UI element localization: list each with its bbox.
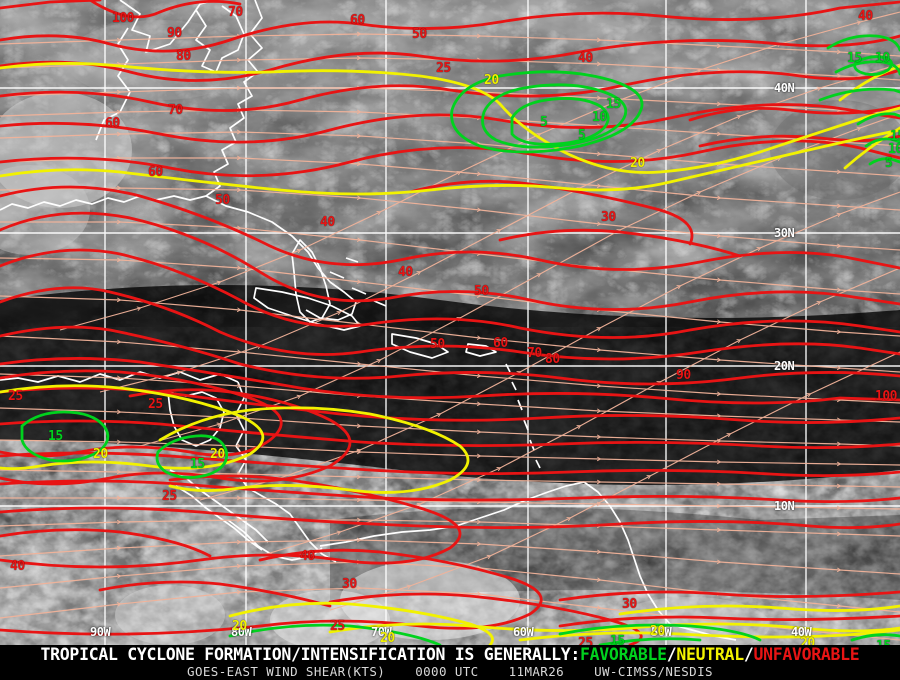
contour-label: 10 [875, 51, 890, 66]
contour-label: 80 [545, 352, 560, 367]
contour-label: 70 [527, 346, 542, 361]
contour-label: 90 [167, 26, 182, 41]
contour-label: 90 [676, 368, 691, 383]
contour-label: 5 [578, 128, 586, 143]
product-date: 11MAR26 [508, 664, 565, 679]
contours-neutral [0, 62, 900, 645]
contour-label: 20 [630, 156, 645, 171]
contour-label: 20 [210, 447, 225, 462]
map-layers [0, 0, 900, 645]
contour-label: 25 [162, 489, 177, 504]
grid-label-lat-40n: 40N [774, 81, 795, 95]
contour-label: 60 [350, 13, 365, 28]
grid-label-lon-60w: 60W [513, 625, 534, 639]
legend-sep-2: / [743, 645, 754, 664]
contour-label: 20 [93, 447, 108, 462]
grid-label-lat-30n: 30N [774, 226, 795, 240]
product-name: GOES-EAST WIND SHEAR(KTS) [187, 664, 386, 679]
contour-label: 10 [888, 142, 900, 157]
contour-label: 20 [484, 73, 499, 88]
contour-label: 60 [493, 336, 508, 351]
contour-label: 15 [610, 634, 625, 645]
contour-label: 25 [578, 636, 593, 645]
contour-label: 25 [330, 619, 345, 634]
contour-label: 100 [112, 11, 134, 26]
legend-sep-1: / [666, 645, 677, 664]
contour-label: 70 [228, 5, 243, 20]
satellite-map[interactable]: 40N 30N 20N 10N 90W 80W 70W 60W 50W 40W … [0, 0, 900, 645]
contour-label: 60 [105, 116, 120, 131]
grid-label-lon-70w: 70W [371, 625, 392, 639]
contour-label: 5 [540, 115, 548, 130]
contour-label: 10 [592, 110, 607, 125]
contour-label: 20 [650, 624, 665, 639]
contour-label: 15 [48, 429, 63, 444]
grid-label-lon-90w: 90W [90, 625, 111, 639]
contour-label: 50 [412, 27, 427, 42]
contour-label: 25 [148, 397, 163, 412]
legend-neutral: NEUTRAL [676, 645, 744, 664]
contour-label: 15 [606, 97, 621, 112]
legend-unfavorable: UNFAVORABLE [753, 645, 860, 664]
contour-label: 25 [8, 389, 23, 404]
contour-label: 100 [875, 389, 897, 404]
contour-label: 40 [858, 9, 873, 24]
contour-label: 15 [890, 129, 900, 144]
grid-label-lat-20n: 20N [774, 359, 795, 373]
product-time: 0000 UTC [415, 664, 479, 679]
contour-label: 40 [398, 265, 413, 280]
contour-label: 25 [436, 61, 451, 76]
contour-label: 60 [148, 165, 163, 180]
contour-label: 20 [800, 636, 815, 645]
caption-bar: TROPICAL CYCLONE FORMATION/INTENSIFICATI… [0, 645, 900, 680]
contour-label: 30 [601, 210, 616, 225]
favorability-statement: TROPICAL CYCLONE FORMATION/INTENSIFICATI… [0, 645, 900, 664]
legend-favorable: FAVORABLE [580, 645, 667, 664]
contour-label: 80 [176, 49, 191, 64]
contour-label: 5 [885, 156, 893, 171]
contour-label: 20 [380, 631, 395, 645]
contour-label: 50 [430, 337, 445, 352]
contour-label: 40 [320, 215, 335, 230]
favorability-prefix: TROPICAL CYCLONE FORMATION/INTENSIFICATI… [40, 645, 581, 664]
contours-unfavorable [0, 0, 900, 645]
contour-label: 70 [168, 103, 183, 118]
source-line: GOES-EAST WIND SHEAR(KTS) 0000 UTC 11MAR26… [0, 664, 900, 679]
product-agency: UW-CIMSS/NESDIS [594, 664, 713, 679]
contours-favorable [20, 34, 900, 645]
contour-label: 50 [215, 193, 230, 208]
contour-label: 40 [10, 559, 25, 574]
contour-label: 30 [622, 597, 637, 612]
contour-label: 50 [474, 284, 489, 299]
grid-label-lon-50w: 50W [651, 625, 672, 639]
contour-layer [0, 0, 900, 645]
contour-label: 30 [342, 577, 357, 592]
grid-label-lat-10n: 10N [774, 499, 795, 513]
grid-label-lon-80w: 80W [231, 625, 252, 639]
contour-label: 40 [578, 51, 593, 66]
grid-label-lon-40w: 40W [791, 625, 812, 639]
contour-label: 15 [190, 457, 205, 472]
contour-label: 20 [232, 619, 247, 634]
contour-label: 15 [847, 51, 862, 66]
contour-label: 40 [300, 549, 315, 564]
contour-label: 15 [876, 640, 891, 645]
